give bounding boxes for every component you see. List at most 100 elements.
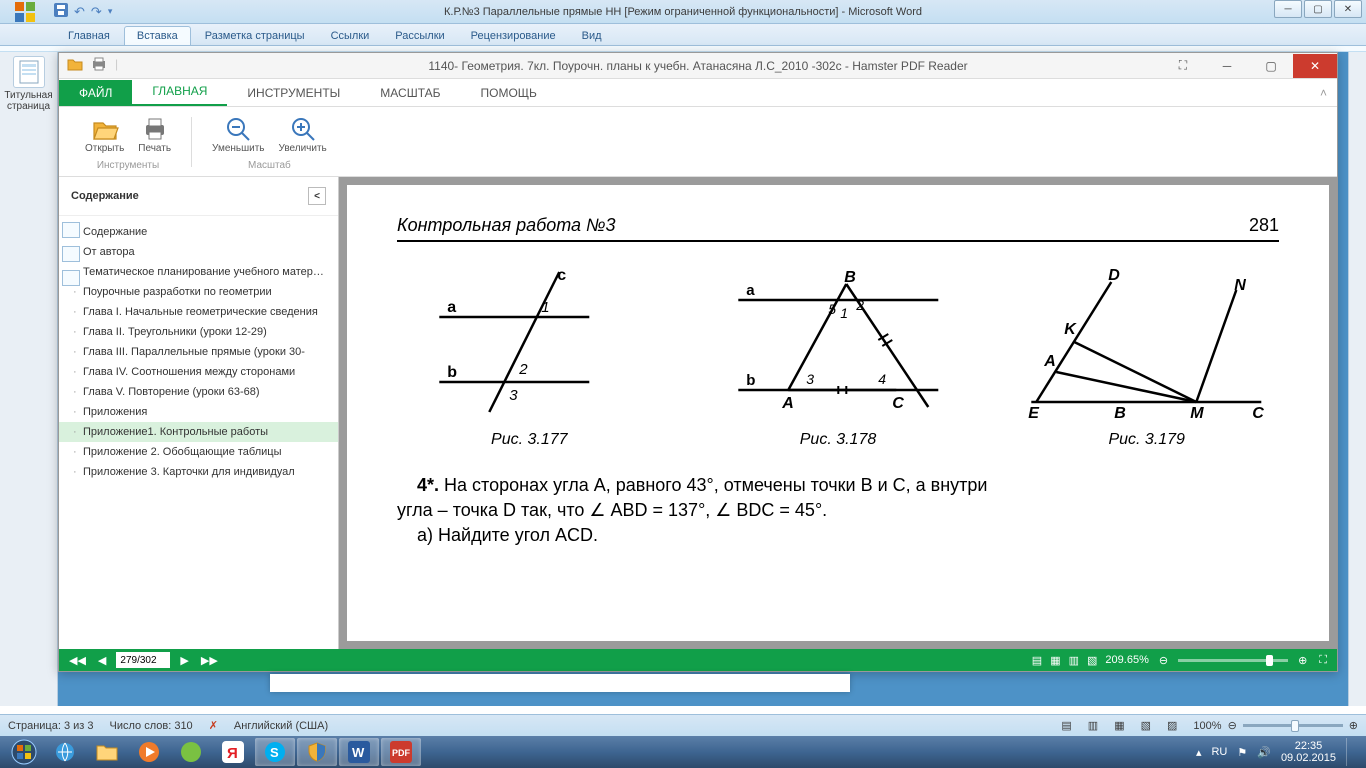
pdf-maximize-button[interactable]: ▢ [1249,54,1293,78]
toc-item[interactable]: Содержание [59,222,338,242]
toc-item[interactable]: Приложение 2. Обобщающие таблицы [59,442,338,462]
word-zoom-out-icon[interactable]: ⊖ [1228,719,1237,732]
pdf-zoom-out-icon[interactable]: ⊖ [1157,654,1170,667]
pdf-tab-home[interactable]: ГЛАВНАЯ [132,78,227,106]
view-draft-icon[interactable]: ▨ [1167,719,1177,732]
pdf-tab-help[interactable]: ПОМОЩЬ [461,80,557,106]
toc-item[interactable]: Поурочные разработки по геометрии [59,282,338,302]
pdf-zoom-in-button[interactable]: Увеличить [275,113,331,156]
word-tab-home[interactable]: Главная [56,27,122,45]
taskbar-app1-icon[interactable] [171,738,211,766]
start-button[interactable] [4,738,44,766]
taskbar-pdf-icon[interactable]: PDF [381,738,421,766]
word-maximize-button[interactable]: ▢ [1304,0,1332,18]
word-status-wordcount[interactable]: Число слов: 310 [110,720,193,732]
cover-page-button[interactable]: Титульная страница [4,56,52,112]
tray-lang[interactable]: RU [1211,746,1227,758]
word-tab-insert[interactable]: Вставка [124,26,191,45]
pdf-tab-tools[interactable]: ИНСТРУМЕНТЫ [227,80,360,106]
pdf-zoom-value: 209.65% [1105,654,1148,666]
view-web-layout-icon[interactable]: ▦ [1114,719,1124,732]
word-zoom-in-icon[interactable]: ⊕ [1349,719,1358,732]
pdf-fullscreen-status-icon[interactable]: ⛶ [1317,654,1329,667]
toc-item[interactable]: Глава II. Треугольники (уроки 12-29) [59,322,338,342]
view-outline-icon[interactable]: ▧ [1141,719,1151,732]
save-icon[interactable] [54,3,68,20]
view-fullscreen-reading-icon[interactable]: ▥ [1088,719,1098,732]
toc-item[interactable]: От автора [59,242,338,262]
view-print-layout-icon[interactable]: ▤ [1061,719,1071,732]
word-status-page[interactable]: Страница: 3 из 3 [8,720,94,732]
nav-view-1-icon[interactable] [62,222,80,238]
taskbar-explorer-icon[interactable] [87,738,127,766]
redo-icon[interactable]: ↷ [91,4,102,20]
tray-show-hidden-icon[interactable]: ▴ [1196,746,1202,759]
pdf-tab-scale[interactable]: МАСШТАБ [360,80,460,106]
show-desktop-button[interactable] [1346,738,1354,766]
word-minimize-button[interactable]: ─ [1274,0,1302,18]
taskbar-word-icon[interactable]: W [339,738,379,766]
word-close-button[interactable]: ✕ [1334,0,1362,18]
pdf-next-page-icon[interactable]: ▶ [178,654,190,667]
pdf-zoom-out-button[interactable]: Уменьшить [208,113,268,156]
spellcheck-icon[interactable]: ✗ [209,719,218,732]
pdf-toolbar-group1-label: Инструменты [97,160,159,171]
toc-item[interactable]: Глава I. Начальные геометрические сведен… [59,302,338,322]
pdf-view-mode-1-icon[interactable]: ▤ [1032,654,1042,667]
undo-icon[interactable]: ↶ [74,4,85,20]
taskbar-mediaplayer-icon[interactable] [129,738,169,766]
word-vertical-scrollbar[interactable] [1348,52,1366,706]
folder-open-icon[interactable] [67,57,83,74]
pdf-first-page-icon[interactable]: ◀◀ [67,654,88,667]
svg-text:W: W [352,745,365,760]
pdf-sidebar-collapse-icon[interactable]: < [308,187,326,205]
toc-item[interactable]: Приложение 3. Карточки для индивидуал [59,462,338,482]
pdf-prev-page-icon[interactable]: ◀ [96,654,108,667]
word-tab-view[interactable]: Вид [570,27,614,45]
taskbar-security-icon[interactable] [297,738,337,766]
pdf-tab-file[interactable]: ФАЙЛ [59,80,132,106]
pdf-open-button[interactable]: Открыть [81,113,128,156]
tray-volume-icon[interactable]: 🔊 [1257,746,1271,759]
taskbar-ie-icon[interactable] [45,738,85,766]
office-button[interactable] [0,0,50,24]
word-tab-mailings[interactable]: Рассылки [383,27,456,45]
word-zoom-value[interactable]: 100% [1193,720,1221,732]
word-status-language[interactable]: Английский (США) [234,720,328,732]
pdf-view-mode-2-icon[interactable]: ▦ [1050,654,1060,667]
toc-item[interactable]: Глава III. Параллельные прямые (уроки 30… [59,342,338,362]
nav-view-2-icon[interactable] [62,246,80,262]
pdf-print-button[interactable]: Печать [134,113,175,156]
pdf-minimize-button[interactable]: ─ [1205,54,1249,78]
word-tab-layout[interactable]: Разметка страницы [193,27,317,45]
word-page-edge [270,674,850,692]
word-zoom-slider[interactable] [1243,724,1343,727]
pdf-page-viewport[interactable]: Контрольная работа №3 281 a [339,177,1337,649]
pdf-view-mode-4-icon[interactable]: ▧ [1087,654,1097,667]
taskbar-skype-icon[interactable]: S [255,738,295,766]
pdf-collapse-ribbon-icon[interactable]: ˄ [1310,80,1337,106]
toc-item[interactable]: Приложение1. Контрольные работы [59,422,338,442]
toc-item[interactable]: Тематическое планирование учебного матер… [59,262,338,282]
qat-dropdown-icon[interactable]: ▾ [108,6,113,17]
pdf-zoom-slider[interactable] [1178,659,1288,662]
nav-view-3-icon[interactable] [62,270,80,286]
tray-network-icon[interactable]: ⚑ [1237,746,1247,759]
pdf-page-input[interactable] [116,652,170,668]
svg-text:a: a [447,299,456,316]
pdf-zoom-in-icon[interactable]: ⊕ [1296,654,1309,667]
pdf-close-button[interactable]: ✕ [1293,54,1337,78]
pdf-last-page-icon[interactable]: ▶▶ [199,654,220,667]
toc-item[interactable]: Приложения [59,402,338,422]
word-tab-references[interactable]: Ссылки [319,27,382,45]
taskbar-yandex-icon[interactable]: Я [213,738,253,766]
figure-caption: Рис. 3.179 [1014,431,1279,449]
print-icon[interactable] [91,57,107,74]
toc-item[interactable]: Глава V. Повторение (уроки 63-68) [59,382,338,402]
word-tab-review[interactable]: Рецензирование [459,27,568,45]
pdf-view-mode-3-icon[interactable]: ▥ [1069,654,1079,667]
tray-clock[interactable]: 22:35 09.02.2015 [1281,740,1336,764]
toc-item[interactable]: Глава IV. Соотношения между сторонами [59,362,338,382]
word-left-rail: Титульная страница [0,52,58,706]
pdf-fullscreen-button[interactable]: ⛶ [1161,54,1205,78]
